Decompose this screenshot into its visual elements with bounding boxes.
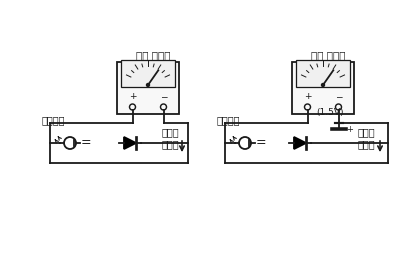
Text: (1.5V): (1.5V) [316,109,344,118]
Circle shape [147,83,150,87]
Text: −: − [335,92,342,101]
Bar [121,60,175,87]
Polygon shape [124,137,136,149]
Text: 발광한다: 발광한다 [217,115,240,125]
Text: =: = [256,136,267,149]
Text: +: + [304,92,311,101]
Bar [117,62,179,114]
Text: +: + [129,92,136,101]
Bar [292,62,354,114]
Text: +: + [346,124,353,134]
Circle shape [322,83,324,87]
Text: 저항 레인지: 저항 레인지 [311,50,345,60]
Text: 전류가
흐른다: 전류가 흐른다 [357,127,375,149]
Text: 전류가
흐른다: 전류가 흐른다 [161,127,179,149]
Text: 발광한다: 발광한다 [42,115,65,125]
Polygon shape [294,137,306,149]
Text: 저항 레인지: 저항 레인지 [136,50,170,60]
Text: =: = [81,136,91,149]
Bar [296,60,350,87]
Text: −: − [160,92,167,101]
